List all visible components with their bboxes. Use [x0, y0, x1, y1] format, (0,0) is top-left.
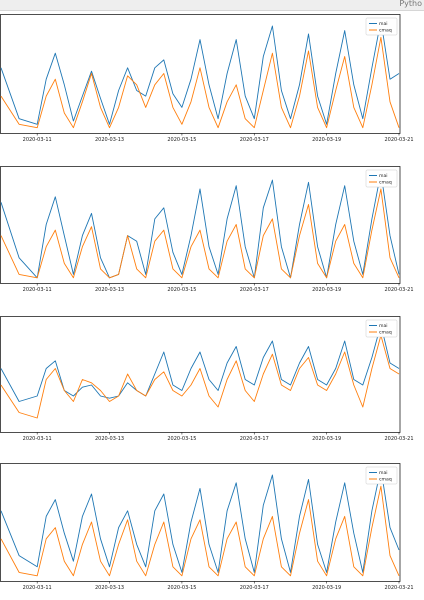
- chart-panel-4: 2020-03-11 2020-03-13 2020-03-15 2020-03-17…: [0, 463, 414, 591]
- window-title: Pytho: [399, 0, 422, 8]
- legend-label-cmaq: cmaq: [379, 181, 392, 186]
- legend-box: [365, 319, 398, 338]
- series-line-cmaq: [0, 188, 400, 279]
- series-line-mai: [0, 324, 400, 402]
- x-tick-label: 2020-03-19: [312, 436, 341, 442]
- x-tick-label: 2020-03-11: [23, 436, 52, 442]
- legend-label-cmaq: cmaq: [379, 29, 392, 34]
- x-tick-label: 2020-03-13: [95, 436, 124, 442]
- chart-panel-2: 2020-03-11 2020-03-13 2020-03-15 2020-03-17…: [0, 166, 414, 293]
- plot-frame: [0, 463, 401, 582]
- legend-label-mai: mai: [379, 323, 388, 329]
- chart-panel-3: 2020-03-11 2020-03-13 2020-03-15 2020-03-17…: [0, 316, 414, 442]
- series-line-mai: [0, 19, 400, 125]
- series-line-cmaq: [0, 335, 400, 419]
- legend: mai cmaq: [365, 169, 398, 188]
- legend-box: [365, 17, 398, 36]
- window-title-bar: Pytho: [0, 0, 424, 11]
- legend: mai cmaq: [365, 466, 398, 485]
- x-tick-label: 2020-03-11: [23, 585, 52, 591]
- x-tick-label: 2020-03-19: [312, 287, 341, 293]
- x-tick-label: 2020-03-21: [384, 287, 413, 293]
- x-tick-label: 2020-03-17: [240, 137, 269, 143]
- x-tick-label: 2020-03-15: [167, 287, 196, 293]
- x-tick-label: 2020-03-13: [95, 287, 124, 293]
- x-tick-label: 2020-03-13: [95, 137, 124, 143]
- plot-frame: [0, 14, 401, 134]
- legend-box: [365, 169, 398, 188]
- plot-frame: [0, 166, 401, 284]
- x-tick-label: 2020-03-17: [240, 287, 269, 293]
- chart-panel-1: 2020-03-11 2020-03-13 2020-03-15 2020-03-17…: [0, 14, 414, 143]
- x-tick-label: 2020-03-15: [167, 436, 196, 442]
- series-line-cmaq: [0, 36, 400, 129]
- legend-label-cmaq: cmaq: [379, 478, 392, 483]
- x-tick-label: 2020-03-21: [384, 436, 413, 442]
- legend: mai cmaq: [365, 319, 398, 338]
- legend-label-mai: mai: [379, 21, 388, 27]
- x-tick-label: 2020-03-19: [312, 585, 341, 591]
- legend-label-mai: mai: [379, 173, 388, 179]
- x-tick-label: 2020-03-17: [240, 436, 269, 442]
- x-tick-label: 2020-03-11: [23, 137, 52, 143]
- x-tick-label: 2020-03-15: [167, 585, 196, 591]
- x-tick-label: 2020-03-13: [95, 585, 124, 591]
- series-line-cmaq: [0, 485, 400, 577]
- legend-label-cmaq: cmaq: [379, 331, 392, 336]
- plot-frame: [0, 316, 401, 433]
- legend: mai cmaq: [365, 17, 398, 36]
- x-tick-label: 2020-03-19: [312, 137, 341, 143]
- series-line-mai: [0, 171, 400, 279]
- x-tick-label: 2020-03-15: [167, 137, 196, 143]
- x-tick-label: 2020-03-21: [384, 585, 413, 591]
- x-tick-label: 2020-03-21: [384, 137, 413, 143]
- x-tick-label: 2020-03-17: [240, 585, 269, 591]
- legend-box: [365, 466, 398, 485]
- x-tick-label: 2020-03-11: [23, 287, 52, 293]
- legend-label-mai: mai: [379, 470, 388, 476]
- series-line-mai: [0, 467, 400, 573]
